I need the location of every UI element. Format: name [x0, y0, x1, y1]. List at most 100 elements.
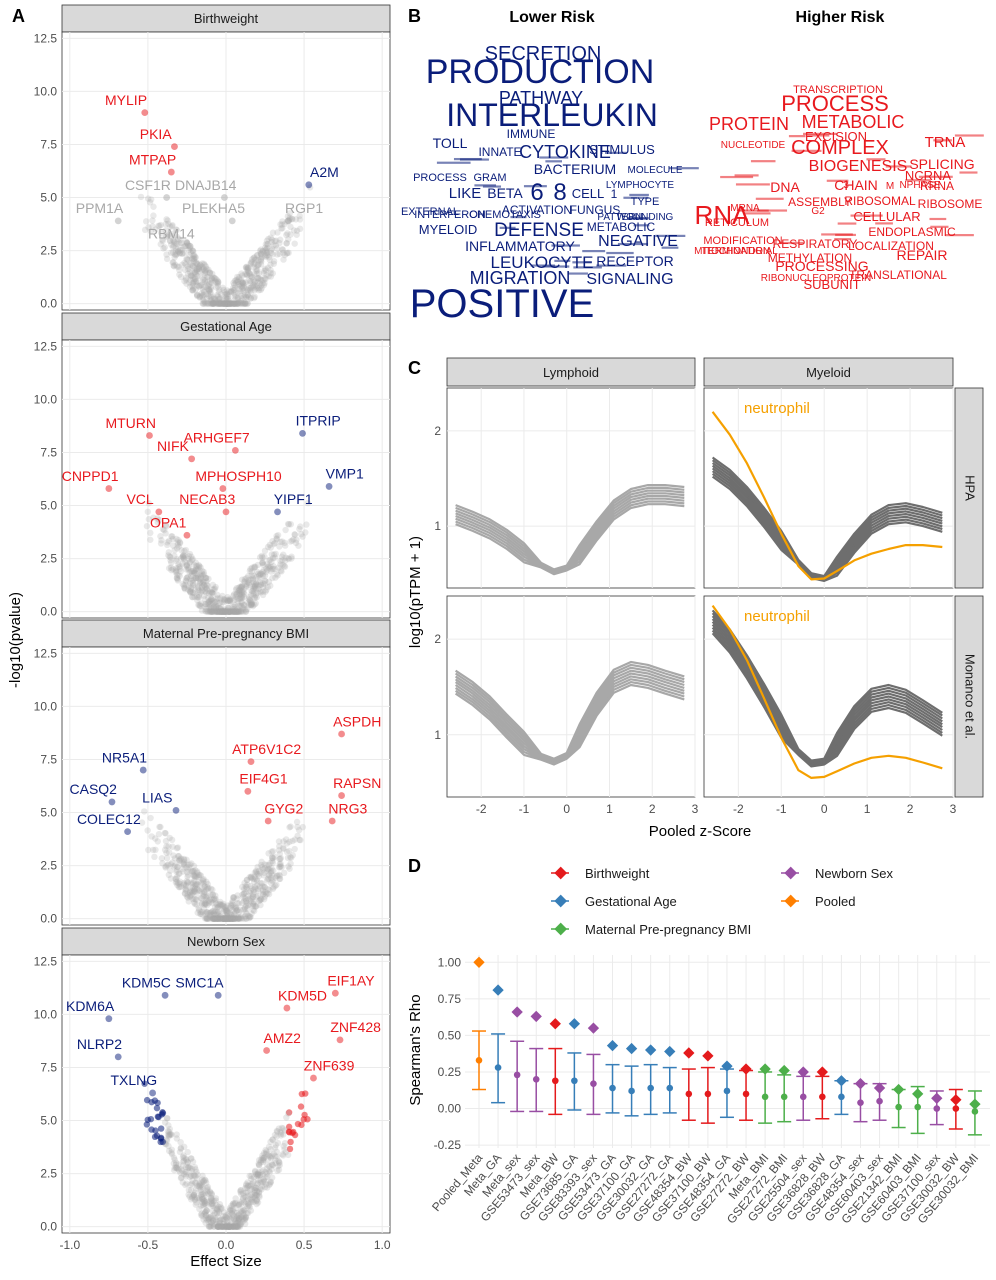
data-point	[220, 607, 228, 615]
data-point	[165, 1122, 172, 1129]
data-point	[206, 287, 213, 294]
data-point	[241, 585, 248, 592]
data-point	[261, 577, 269, 584]
data-point	[209, 581, 217, 589]
data-point	[235, 589, 242, 596]
data-point	[263, 877, 271, 884]
data-point	[288, 553, 295, 560]
data-point	[234, 599, 242, 607]
data-point	[227, 608, 234, 615]
data-point	[251, 256, 259, 263]
highlight-point	[186, 242, 194, 250]
data-point	[272, 882, 279, 890]
data-point	[257, 581, 264, 588]
data-point	[234, 300, 241, 307]
data-point	[248, 274, 256, 281]
data-point	[265, 273, 272, 280]
data-point	[282, 836, 290, 843]
point-cloud	[143, 499, 312, 615]
gene-label: NECAB3	[179, 491, 235, 507]
data-point	[210, 600, 217, 607]
wordcloud-word: BACTERIUM	[534, 161, 616, 177]
point-cloud	[137, 184, 314, 307]
data-point	[221, 608, 228, 615]
data-point	[303, 521, 310, 528]
data-point	[263, 247, 270, 255]
data-point	[165, 552, 172, 559]
data-point	[222, 608, 229, 615]
data-point	[202, 584, 209, 591]
data-point	[226, 300, 234, 307]
data-point	[192, 1201, 199, 1208]
wordcloud-filler	[918, 175, 953, 178]
wordcloud-word: EXTERNAL	[401, 206, 459, 218]
data-point	[195, 887, 202, 894]
data-point	[251, 581, 258, 588]
data-point	[221, 288, 229, 296]
data-point	[200, 284, 208, 291]
data-point	[213, 604, 220, 611]
data-point	[227, 902, 235, 910]
facet-strip	[61, 312, 391, 341]
data-point	[186, 279, 193, 286]
data-point	[235, 273, 243, 281]
wordcloud-word: PROTEIN	[709, 114, 789, 134]
data-point	[223, 290, 230, 297]
data-point	[149, 217, 156, 224]
data-point	[152, 1127, 159, 1134]
data-point	[172, 251, 180, 259]
gene-label: ASPDH	[333, 713, 381, 729]
data-point	[297, 1103, 305, 1110]
data-point	[189, 287, 196, 294]
data-point	[215, 300, 223, 307]
data-point	[217, 608, 224, 615]
data-point	[217, 298, 225, 306]
data-point	[258, 276, 265, 284]
data-point	[221, 300, 229, 307]
data-point	[187, 273, 195, 280]
data-point	[234, 915, 242, 922]
data-point	[224, 300, 231, 307]
data-point	[248, 601, 256, 608]
data-point	[219, 296, 227, 304]
data-point	[181, 242, 188, 250]
data-point	[213, 598, 220, 605]
data-point	[268, 865, 275, 872]
data-point	[180, 1158, 187, 1165]
estimate-point	[513, 1071, 521, 1079]
facet-column-title: Myeloid	[806, 365, 851, 380]
estimate-point	[494, 1064, 502, 1071]
data-point	[296, 525, 303, 533]
data-point	[210, 597, 217, 604]
data-point	[231, 293, 238, 300]
data-point	[230, 286, 237, 294]
gene-label: ZNF639	[304, 1057, 355, 1073]
data-point	[191, 275, 198, 283]
data-point	[186, 579, 194, 587]
gene-label: ITPRIP	[296, 413, 341, 429]
data-point	[199, 1184, 206, 1192]
data-point	[242, 608, 250, 615]
data-point	[189, 286, 196, 294]
gene-label: AMZ2	[264, 1030, 302, 1046]
data-point	[268, 238, 275, 246]
data-point	[261, 553, 268, 561]
gene-label: PLEKHA5	[182, 200, 245, 216]
data-point	[147, 529, 154, 537]
highlight-point	[228, 217, 236, 225]
data-point	[285, 1110, 292, 1117]
data-point	[254, 251, 261, 259]
data-point	[162, 233, 170, 240]
data-point	[266, 256, 273, 263]
data-point	[251, 563, 258, 570]
data-point	[237, 583, 244, 590]
data-point	[194, 594, 202, 601]
wordcloud-word: SUBUNIT	[803, 277, 860, 292]
data-point	[195, 593, 203, 601]
data-point	[166, 553, 173, 560]
data-point	[257, 570, 265, 578]
data-point	[188, 577, 195, 585]
gene-label: A2M	[310, 164, 339, 180]
data-point	[217, 300, 224, 307]
data-point	[215, 605, 222, 612]
